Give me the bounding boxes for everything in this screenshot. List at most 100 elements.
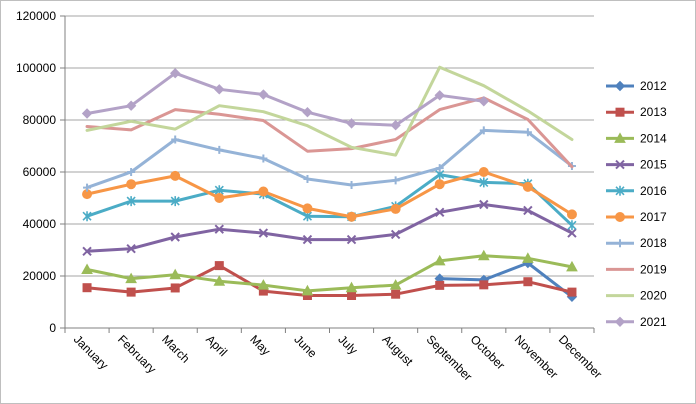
legend-marker-2012 — [614, 80, 626, 92]
series-line-2014 — [85, 254, 574, 293]
y-tick-label-60000: 60000 — [23, 165, 57, 179]
data-point-2013-december — [567, 287, 577, 297]
data-point-2017-june — [302, 203, 313, 214]
data-point-2018-november — [523, 128, 532, 137]
legend-item-2012: 2012 — [606, 79, 667, 93]
data-point-2013-february — [126, 287, 136, 297]
data-point-2021-july — [346, 118, 357, 129]
data-point-2017-november — [522, 181, 533, 192]
legend-item-2014: 2014 — [606, 131, 667, 145]
x-tick-label-june: June — [291, 332, 320, 361]
legend-item-2020: 2020 — [606, 289, 667, 303]
series-line-2021 — [85, 71, 486, 127]
data-point-2021-april — [214, 84, 225, 95]
data-point-2015-december — [567, 228, 577, 238]
data-point-2014-october — [477, 249, 490, 261]
data-point-2017-march — [170, 170, 181, 181]
data-point-2016-january — [82, 211, 92, 222]
legend-marker-2016 — [615, 185, 625, 196]
x-tick-label-april: April — [203, 332, 230, 359]
data-point-2017-april — [214, 193, 225, 203]
y-axis-tick-labels: 0 20000 40000 60000 80000 100000 120000 — [16, 9, 56, 335]
legend-item-2019: 2019 — [606, 262, 667, 276]
x-tick-label-march: March — [159, 332, 192, 365]
legend-label-2012: 2012 — [640, 79, 667, 93]
series-lines — [81, 65, 578, 303]
x-tick-label-december: December — [556, 332, 605, 381]
data-point-2016-march — [170, 196, 180, 207]
data-point-2017-october — [478, 167, 489, 177]
y-tick-label-40000: 40000 — [23, 217, 57, 231]
series-2018 — [83, 126, 576, 192]
data-point-2014-january — [81, 263, 93, 274]
data-point-2014-february — [125, 272, 137, 284]
data-point-2018-september — [435, 164, 444, 173]
data-point-2018-february — [127, 168, 136, 176]
legend-marker-2017 — [615, 212, 625, 222]
legend-item-2021: 2021 — [606, 315, 667, 329]
series-2013 — [82, 261, 577, 300]
legend-item-2015: 2015 — [606, 158, 667, 172]
legend-item-2013: 2013 — [606, 105, 667, 119]
data-point-2017-may — [258, 186, 269, 197]
legend-label-2020: 2020 — [640, 289, 667, 303]
legend-marker-2018 — [616, 239, 624, 248]
axes — [60, 15, 595, 333]
series-line-2016 — [85, 173, 574, 227]
x-tick-label-august: August — [380, 332, 417, 369]
data-point-2018-july — [347, 181, 356, 189]
y-tick-label-0: 0 — [49, 321, 56, 335]
y-tick-label-20000: 20000 — [23, 269, 57, 283]
data-point-2021-march — [170, 67, 181, 79]
legend-label-2016: 2016 — [640, 184, 667, 198]
data-point-2018-april — [215, 145, 224, 154]
x-tick-label-february: February — [115, 332, 159, 376]
legend-item-2018: 2018 — [606, 236, 667, 250]
data-point-2013-january — [82, 283, 92, 293]
data-point-2013-august — [391, 289, 401, 299]
data-point-2021-september — [434, 90, 445, 101]
legend-marker-2015 — [615, 159, 625, 170]
data-point-2015-june — [302, 234, 313, 245]
data-point-2013-april — [214, 261, 224, 271]
data-point-2013-march — [170, 283, 180, 293]
data-point-2013-july — [347, 291, 357, 300]
x-tick-label-july: July — [335, 332, 360, 357]
legend-label-2017: 2017 — [640, 210, 667, 224]
series-line-2018 — [85, 128, 574, 190]
data-point-2018-january — [83, 183, 92, 192]
x-tick-label-october: October — [468, 332, 508, 372]
data-point-2015-october — [479, 199, 489, 210]
data-point-2015-july — [346, 234, 357, 245]
data-point-2014-august — [389, 279, 402, 290]
data-point-2015-november — [523, 205, 533, 216]
legend-label-2015: 2015 — [640, 158, 667, 172]
data-point-2021-february — [125, 100, 137, 111]
data-point-2015-april — [214, 224, 224, 234]
data-point-2018-october — [479, 126, 488, 135]
data-point-2016-october — [479, 177, 489, 188]
data-point-2014-april — [213, 275, 226, 286]
data-point-2013-september — [435, 280, 445, 290]
data-point-2014-september — [433, 254, 446, 266]
y-tick-label-120000: 120000 — [16, 9, 56, 23]
legend-marker-2021 — [614, 316, 626, 328]
data-point-2014-november — [522, 252, 534, 263]
data-point-2017-february — [126, 179, 137, 190]
series-2019 — [85, 96, 574, 169]
data-point-2018-august — [391, 176, 400, 185]
legend-label-2018: 2018 — [640, 236, 667, 250]
x-tick-label-january: January — [71, 332, 111, 372]
data-point-2013-november — [523, 277, 533, 287]
legend-item-2017: 2017 — [606, 210, 667, 224]
series-line-2019 — [85, 96, 574, 169]
series-line-2017 — [85, 170, 574, 219]
y-tick-label-80000: 80000 — [23, 113, 57, 127]
data-point-2015-january — [82, 246, 92, 257]
data-point-2018-may — [259, 154, 268, 163]
legend-item-2016: 2016 — [606, 184, 667, 198]
data-point-2015-may — [258, 228, 269, 238]
legend-label-2014: 2014 — [640, 131, 667, 145]
data-point-2021-june — [302, 106, 313, 118]
